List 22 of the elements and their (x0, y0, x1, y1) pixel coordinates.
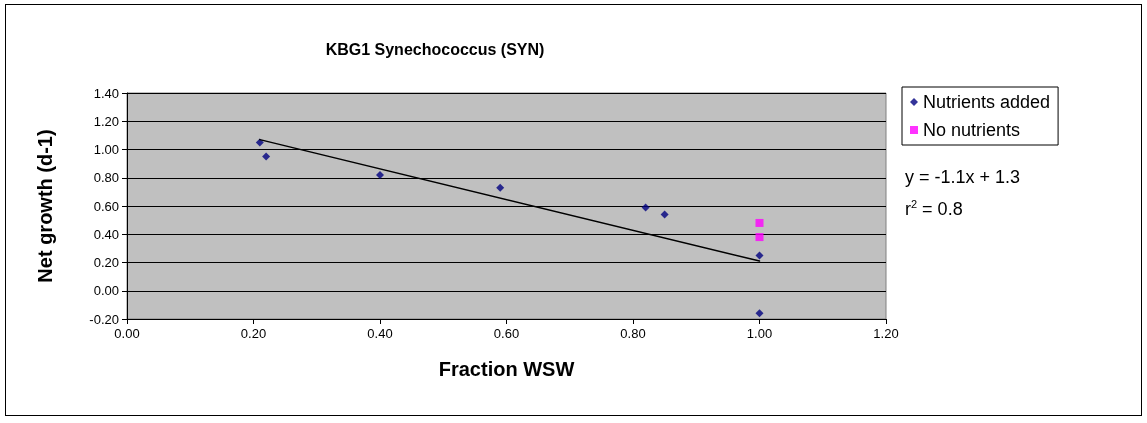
y-axis-title: Net growth (d-1) (34, 129, 56, 283)
y-tick-label: -0.20 (89, 311, 119, 327)
x-tick-label: 1.20 (873, 326, 899, 341)
x-tick-label: 0.20 (240, 326, 267, 341)
x-tick-label: 0.40 (367, 326, 393, 341)
y-tick-label: 0.20 (93, 255, 119, 270)
y-tick-label: 0.60 (93, 198, 119, 214)
x-tick-label: 0.80 (620, 326, 646, 341)
y-tick-label: 1.20 (93, 113, 119, 129)
x-tick-label: 1.00 (746, 326, 773, 341)
y-tick-label: 0.00 (93, 283, 119, 299)
x-axis-title: Fraction WSW (438, 358, 575, 380)
chart-title: KBG1 Synechococcus (SYN) (325, 40, 545, 58)
text: y = -1.1x + 1.3 (905, 167, 1021, 187)
y-tick-label: 0.80 (93, 170, 119, 186)
legend-label: Nutrients added (923, 92, 1051, 112)
legend-label: No nutrients (923, 120, 1021, 140)
y-tick-label: 1.00 (93, 142, 119, 157)
y-tick-label: 0.40 (93, 226, 119, 242)
y-tick-label: 1.40 (93, 85, 119, 101)
x-tick-label: 0.00 (114, 326, 140, 341)
x-tick-label: 0.60 (493, 326, 520, 341)
